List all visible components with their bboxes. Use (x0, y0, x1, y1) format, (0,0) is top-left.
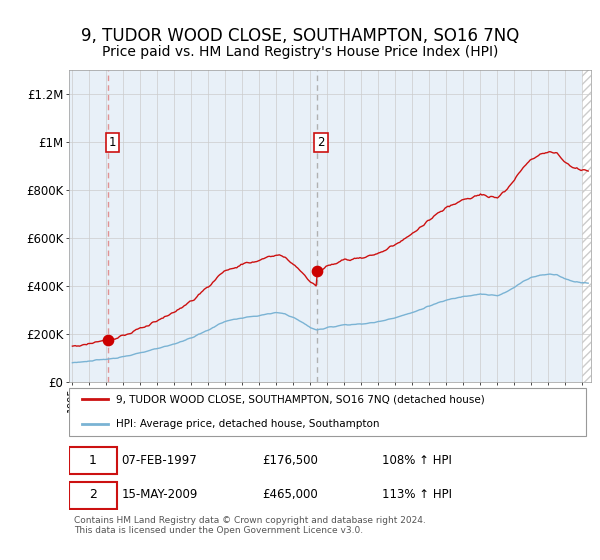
Text: 113% ↑ HPI: 113% ↑ HPI (382, 488, 452, 502)
Text: 108% ↑ HPI: 108% ↑ HPI (382, 454, 452, 467)
Text: 9, TUDOR WOOD CLOSE, SOUTHAMPTON, SO16 7NQ: 9, TUDOR WOOD CLOSE, SOUTHAMPTON, SO16 7… (81, 27, 519, 45)
Text: 2: 2 (317, 136, 325, 148)
FancyBboxPatch shape (69, 482, 117, 509)
Text: Contains HM Land Registry data © Crown copyright and database right 2024.
This d: Contains HM Land Registry data © Crown c… (74, 516, 426, 535)
Text: £176,500: £176,500 (262, 454, 318, 467)
Text: 2: 2 (89, 488, 97, 502)
Text: HPI: Average price, detached house, Southampton: HPI: Average price, detached house, Sout… (116, 419, 379, 428)
Text: Price paid vs. HM Land Registry's House Price Index (HPI): Price paid vs. HM Land Registry's House … (102, 45, 498, 59)
Text: £465,000: £465,000 (262, 488, 318, 502)
Text: 9, TUDOR WOOD CLOSE, SOUTHAMPTON, SO16 7NQ (detached house): 9, TUDOR WOOD CLOSE, SOUTHAMPTON, SO16 7… (116, 394, 485, 404)
FancyBboxPatch shape (69, 389, 586, 436)
Point (312, 266, 322, 275)
Bar (583, 70, 593, 382)
Text: 07-FEB-1997: 07-FEB-1997 (121, 454, 197, 467)
Text: 15-MAY-2009: 15-MAY-2009 (121, 488, 197, 502)
Point (103, 335, 113, 344)
Text: 1: 1 (109, 136, 116, 148)
FancyBboxPatch shape (69, 447, 117, 474)
Text: 1: 1 (89, 454, 97, 467)
